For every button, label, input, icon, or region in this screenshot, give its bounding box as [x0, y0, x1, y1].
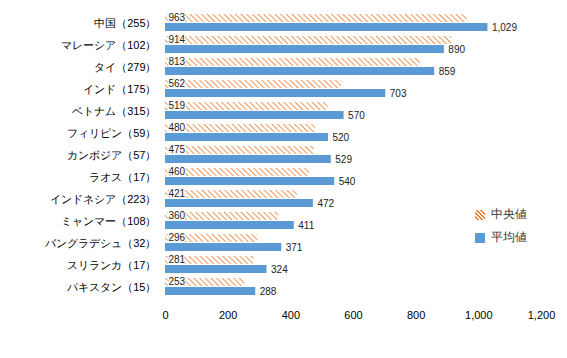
svg-text:570: 570	[348, 110, 365, 121]
svg-text:タイ（279）: タイ（279）	[94, 61, 156, 73]
svg-text:460: 460	[169, 166, 186, 177]
svg-text:1,200: 1,200	[528, 309, 556, 321]
html-text:平均値: 平均値	[491, 230, 527, 244]
html-text:中央値: 中央値	[491, 207, 527, 221]
svg-text:475: 475	[169, 144, 186, 155]
svg-text:281: 281	[169, 254, 186, 265]
svg-text:フィリピン（59）: フィリピン（59）	[67, 127, 156, 139]
svg-text:中国（255）: 中国（255）	[94, 17, 156, 29]
svg-text:890: 890	[448, 44, 465, 55]
svg-text:カンボジア（57）: カンボジア（57）	[67, 149, 156, 161]
svg-text:253: 253	[169, 276, 186, 287]
svg-text:360: 360	[169, 210, 186, 221]
svg-text:963: 963	[169, 12, 186, 23]
svg-text:800: 800	[407, 309, 425, 321]
svg-text:ベトナム（315）: ベトナム（315）	[72, 105, 156, 117]
svg-text:324: 324	[271, 264, 288, 275]
svg-text:スリランカ（17）: スリランカ（17）	[67, 259, 156, 271]
svg-text:600: 600	[344, 309, 362, 321]
svg-text:472: 472	[317, 198, 334, 209]
svg-text:パキスタン（15）: パキスタン（15）	[66, 281, 156, 293]
svg-text:562: 562	[169, 78, 186, 89]
svg-text:1,029: 1,029	[492, 22, 517, 33]
svg-text:288: 288	[260, 286, 277, 297]
svg-text:バングラデシュ（32）: バングラデシュ（32）	[44, 237, 156, 249]
svg-text:ラオス（17）: ラオス（17）	[89, 171, 156, 183]
svg-text:421: 421	[169, 188, 186, 199]
svg-text:520: 520	[332, 132, 349, 143]
svg-text:200: 200	[219, 309, 237, 321]
svg-text:371: 371	[286, 242, 303, 253]
svg-text:ミャンマー（108）: ミャンマー（108）	[61, 215, 156, 227]
svg-text:インド（175）: インド（175）	[83, 83, 156, 95]
svg-text:914: 914	[169, 34, 186, 45]
svg-text:480: 480	[169, 122, 186, 133]
svg-text:529: 529	[335, 154, 352, 165]
svg-text:519: 519	[169, 100, 186, 111]
svg-text:813: 813	[169, 56, 186, 67]
svg-text:296: 296	[169, 232, 186, 243]
svg-text:1,000: 1,000	[465, 309, 493, 321]
svg-text:540: 540	[339, 176, 356, 187]
svg-text:411: 411	[298, 220, 314, 231]
svg-text:マレーシア（102）: マレーシア（102）	[61, 39, 156, 51]
svg-text:859: 859	[439, 66, 456, 77]
svg-text:0: 0	[162, 309, 168, 321]
svg-text:400: 400	[282, 309, 300, 321]
svg-text:インドネシア（223）: インドネシア（223）	[50, 193, 156, 205]
svg-text:703: 703	[390, 88, 407, 99]
